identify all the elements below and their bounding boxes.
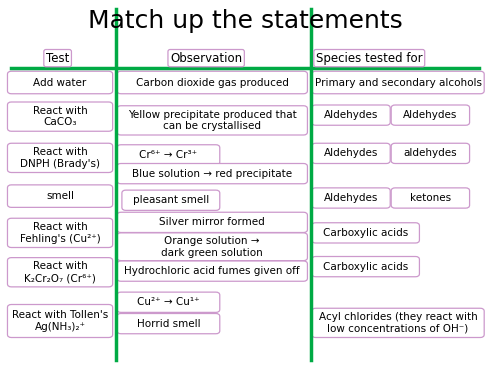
- Text: ketones: ketones: [410, 193, 451, 203]
- FancyBboxPatch shape: [117, 292, 220, 312]
- Text: aldehydes: aldehydes: [404, 148, 457, 158]
- Text: Primary and secondary alcohols: Primary and secondary alcohols: [314, 78, 482, 87]
- FancyBboxPatch shape: [312, 256, 420, 277]
- Text: Carboxylic acids: Carboxylic acids: [323, 228, 408, 238]
- FancyBboxPatch shape: [117, 233, 308, 261]
- Text: Carboxylic acids: Carboxylic acids: [323, 262, 408, 272]
- FancyBboxPatch shape: [117, 314, 220, 334]
- Text: pleasant smell: pleasant smell: [132, 195, 209, 205]
- FancyBboxPatch shape: [312, 105, 390, 125]
- FancyBboxPatch shape: [8, 71, 113, 94]
- Text: Hydrochloric acid fumes given off: Hydrochloric acid fumes given off: [124, 266, 300, 276]
- Text: Orange solution →
dark green solution: Orange solution → dark green solution: [162, 236, 263, 258]
- Text: React with
CaCO₃: React with CaCO₃: [32, 106, 88, 128]
- Text: Add water: Add water: [34, 78, 86, 87]
- FancyBboxPatch shape: [312, 143, 390, 164]
- Text: Match up the statements: Match up the statements: [88, 9, 403, 33]
- FancyBboxPatch shape: [117, 261, 308, 281]
- FancyBboxPatch shape: [312, 71, 484, 94]
- FancyBboxPatch shape: [312, 308, 484, 338]
- Text: Cr⁶⁺ → Cr³⁺: Cr⁶⁺ → Cr³⁺: [140, 150, 198, 160]
- FancyBboxPatch shape: [312, 223, 420, 243]
- Text: Carbon dioxide gas produced: Carbon dioxide gas produced: [136, 78, 288, 87]
- FancyBboxPatch shape: [117, 212, 308, 232]
- FancyBboxPatch shape: [122, 190, 220, 210]
- FancyBboxPatch shape: [117, 71, 308, 94]
- Text: Silver mirror formed: Silver mirror formed: [160, 217, 265, 227]
- Text: Test: Test: [46, 52, 70, 64]
- Text: Blue solution → red precipitate: Blue solution → red precipitate: [132, 169, 292, 178]
- Text: Yellow precipitate produced that
can be crystallised: Yellow precipitate produced that can be …: [128, 110, 296, 131]
- Text: React with Tollen's
Ag(NH₃)₂⁺: React with Tollen's Ag(NH₃)₂⁺: [12, 310, 108, 332]
- FancyBboxPatch shape: [391, 105, 469, 125]
- FancyBboxPatch shape: [8, 218, 113, 248]
- Text: Aldehydes: Aldehydes: [324, 148, 378, 158]
- FancyBboxPatch shape: [117, 106, 308, 135]
- FancyBboxPatch shape: [8, 258, 113, 287]
- Text: Horrid smell: Horrid smell: [136, 319, 200, 328]
- Text: React with
DNPH (Brady's): React with DNPH (Brady's): [20, 147, 100, 169]
- Text: React with
Fehling's (Cu²⁺): React with Fehling's (Cu²⁺): [20, 222, 100, 244]
- Text: Observation: Observation: [170, 52, 242, 64]
- FancyBboxPatch shape: [117, 164, 308, 184]
- FancyBboxPatch shape: [8, 102, 113, 131]
- FancyBboxPatch shape: [8, 185, 113, 207]
- Text: Cu²⁺ → Cu¹⁺: Cu²⁺ → Cu¹⁺: [137, 297, 200, 307]
- Text: Acyl chlorides (they react with
low concentrations of OH⁻): Acyl chlorides (they react with low conc…: [318, 312, 478, 334]
- FancyBboxPatch shape: [8, 304, 113, 338]
- FancyBboxPatch shape: [117, 145, 220, 165]
- Text: smell: smell: [46, 191, 74, 201]
- Text: Aldehydes: Aldehydes: [324, 193, 378, 203]
- Text: Species tested for: Species tested for: [316, 52, 422, 64]
- FancyBboxPatch shape: [391, 143, 469, 164]
- Text: Aldehydes: Aldehydes: [403, 110, 458, 120]
- Text: Aldehydes: Aldehydes: [324, 110, 378, 120]
- Text: React with
K₂Cr₂O₇ (Cr⁶⁺): React with K₂Cr₂O₇ (Cr⁶⁺): [24, 261, 96, 283]
- FancyBboxPatch shape: [8, 143, 113, 172]
- FancyBboxPatch shape: [312, 188, 390, 208]
- FancyBboxPatch shape: [391, 188, 469, 208]
